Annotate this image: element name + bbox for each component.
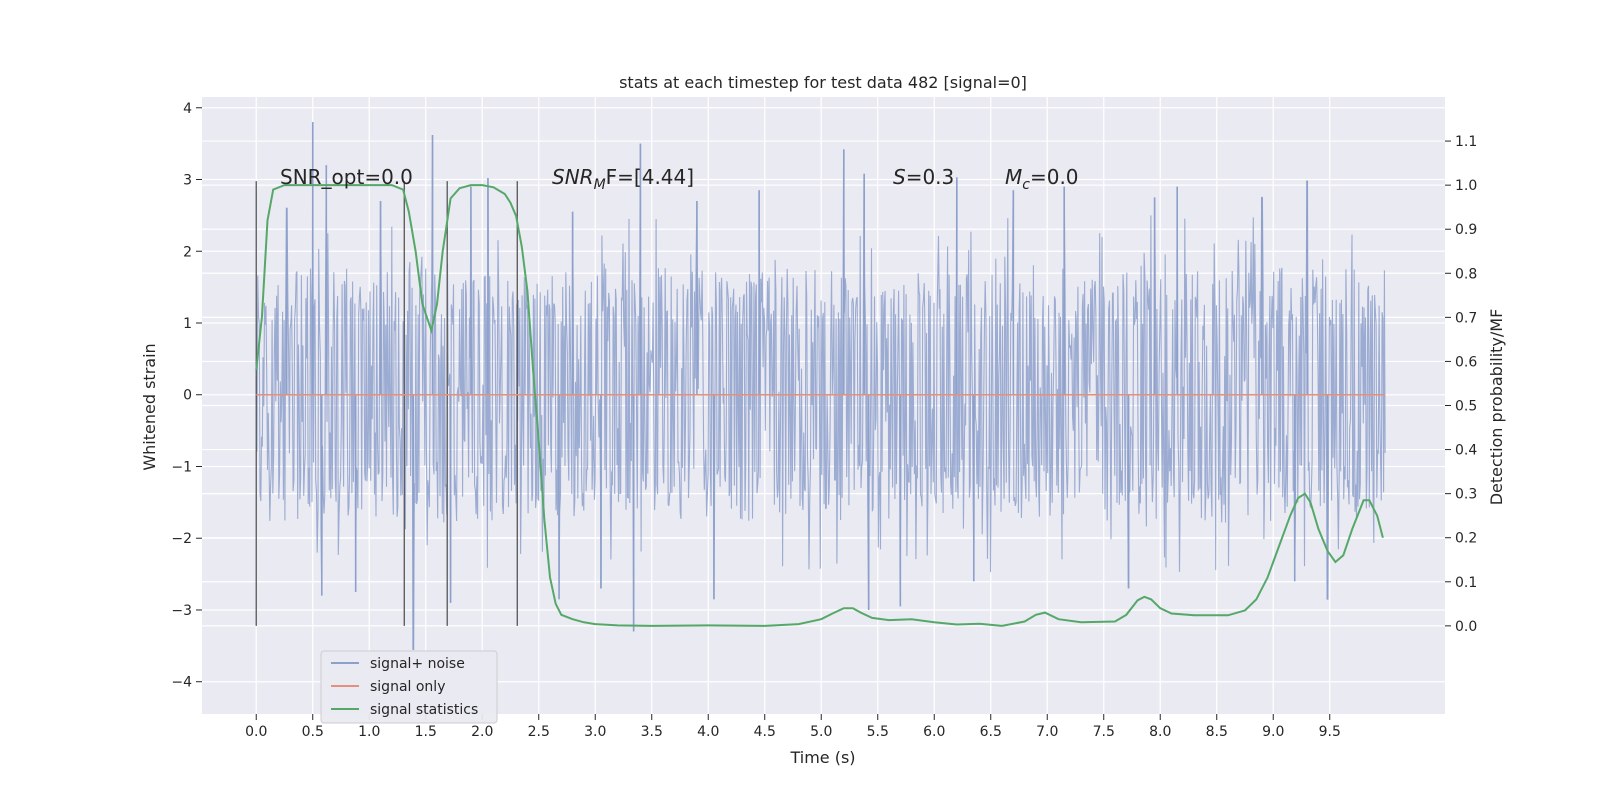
x-tick-label: 0.0 (245, 724, 267, 740)
y-tick-label-left: 1 (183, 316, 192, 332)
y-tick-label-left: −3 (171, 603, 192, 619)
x-tick-label: 4.5 (754, 724, 776, 740)
x-tick-label: 2.0 (471, 724, 493, 740)
y-tick-label-right: 0.7 (1455, 310, 1477, 326)
chart-title: stats at each timestep for test data 482… (619, 73, 1027, 92)
x-tick-label: 0.5 (302, 724, 324, 740)
y-tick-label-left: 3 (183, 173, 192, 189)
y-tick-label-left: 2 (183, 244, 192, 260)
x-tick-label: 9.0 (1262, 724, 1284, 740)
x-tick-label: 6.5 (980, 724, 1002, 740)
y-tick-label-right: 0.8 (1455, 266, 1477, 282)
x-tick-label: 1.0 (358, 724, 380, 740)
y-tick-label-left: −4 (171, 675, 192, 691)
y-tick-label-right: 0.6 (1455, 354, 1477, 370)
x-tick-label: 5.0 (810, 724, 832, 740)
x-axis-label: Time (s) (789, 748, 855, 767)
annotation-mc: Mc=0.0 (1005, 165, 1079, 193)
annotation-snr-opt: SNR_opt=0.0 (280, 165, 413, 189)
x-tick-label: 5.5 (867, 724, 889, 740)
y-tick-label-right: 0.4 (1455, 443, 1477, 459)
legend-label-signal-statistics: signal statistics (370, 702, 478, 718)
y-tick-label-left: 4 (183, 101, 192, 117)
x-tick-label: 1.5 (415, 724, 437, 740)
legend-label-signal-noise: signal+ noise (370, 656, 465, 672)
x-tick-label: 8.5 (1206, 724, 1228, 740)
y-tick-label-right: 0.2 (1455, 531, 1477, 547)
vertical-markers (255, 181, 518, 626)
y-tick-label-left: −1 (171, 459, 192, 475)
y-tick-label-right: 0.0 (1455, 619, 1477, 635)
x-tick-label: 3.5 (641, 724, 663, 740)
x-tick-label: 8.0 (1149, 724, 1171, 740)
x-tick-label: 7.0 (1036, 724, 1058, 740)
x-tick-label: 7.5 (1093, 724, 1115, 740)
y-tick-label-right: 0.1 (1455, 575, 1477, 591)
x-tick-label: 2.5 (528, 724, 550, 740)
annotation-s: S=0.3 (893, 165, 954, 189)
x-tick-label: 9.5 (1319, 724, 1341, 740)
right-axis-ticks: 1.1 1.0 0.9 0.8 0.7 0.6 0.5 0.4 0.3 0.2 0.1 0.0 (1445, 134, 1477, 635)
series-signal-noise (255, 122, 1386, 650)
y-axis-label-left: Whitened strain (140, 343, 159, 470)
x-tick-label: 4.0 (697, 724, 719, 740)
legend-label-signal-only: signal only (370, 679, 445, 695)
legend: signal+ noise signal only signal statist… (320, 650, 498, 724)
signal-noise-line (255, 122, 1386, 650)
y-tick-label-left: −2 (171, 531, 192, 547)
y-tick-label-right: 0.5 (1455, 399, 1477, 415)
signal-statistics-line (255, 184, 1384, 627)
x-axis-ticks: 0.0 0.5 1.0 1.5 2.0 2.5 3.0 3.5 4.0 4.5 5.0 5.5 6.0 6… (245, 714, 1341, 740)
y-tick-label-right: 1.0 (1455, 178, 1477, 194)
series-signal-statistics (255, 184, 1384, 627)
y-tick-label-left: 0 (183, 388, 192, 404)
y-tick-label-right: 0.3 (1455, 487, 1477, 503)
y-axis-label-right: Detection probability/MF (1487, 309, 1506, 506)
y-tick-label-right: 0.9 (1455, 222, 1477, 238)
x-tick-label: 6.0 (923, 724, 945, 740)
x-tick-label: 3.0 (584, 724, 606, 740)
y-tick-label-right: 1.1 (1455, 134, 1477, 150)
left-axis-ticks: 4 3 2 1 0 −1 −2 −3 −4 (171, 101, 202, 691)
legend-box (320, 650, 498, 724)
annotation-snr-mf: SNRMF=[4.44] (552, 165, 694, 193)
